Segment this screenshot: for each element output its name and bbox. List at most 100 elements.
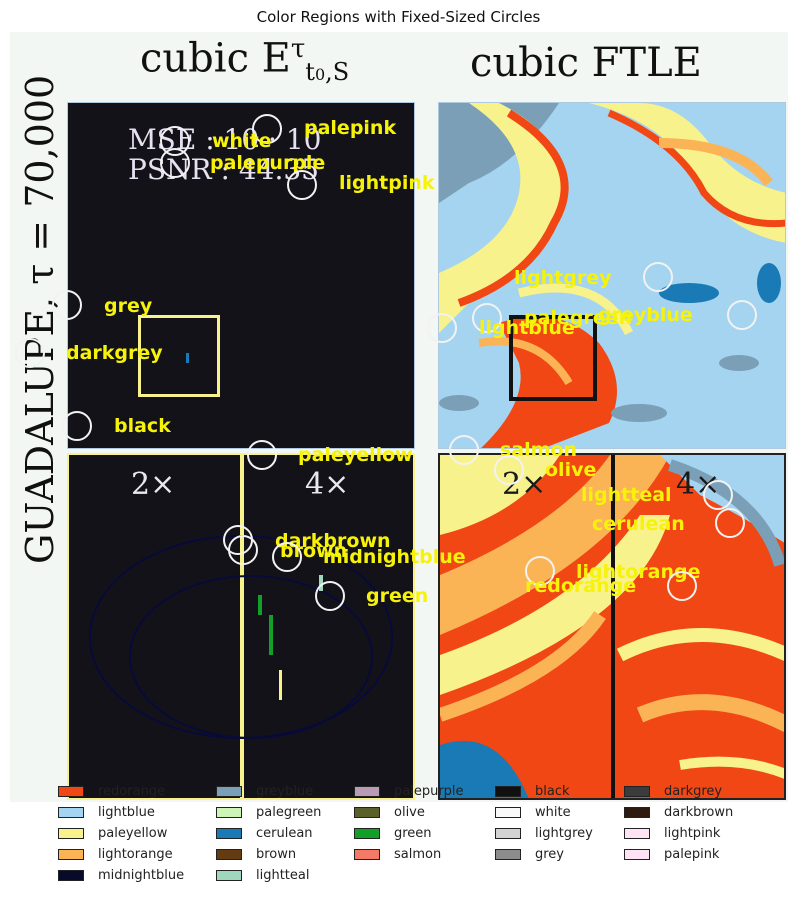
label-palepink: palepink [304, 117, 397, 139]
legend-swatch [624, 849, 650, 860]
legend-swatch [58, 849, 84, 860]
legend-label: lightorange [98, 847, 173, 862]
legend-swatch [495, 849, 521, 860]
label-paleyellow: paleyellow [298, 444, 413, 466]
legend-swatch [58, 786, 84, 797]
legend-swatch [624, 786, 650, 797]
label-black: black [114, 415, 171, 437]
legend-swatch [354, 807, 380, 818]
legend-swatch [216, 828, 242, 839]
legend-swatch [58, 807, 84, 818]
legend-swatch [216, 870, 242, 881]
circle-lightpink [287, 170, 317, 200]
legend-label: lightgrey [535, 826, 593, 841]
legend-swatch [216, 807, 242, 818]
label-lightblue: lightblue [479, 317, 575, 339]
legend-label: darkgrey [664, 784, 723, 799]
circle-midnightblue [272, 542, 302, 572]
legend-label: brown [256, 847, 297, 862]
legend-swatch [495, 828, 521, 839]
circle-green [315, 581, 345, 611]
label-grey: grey [104, 295, 153, 317]
label-olive: olive [545, 459, 597, 481]
circle-brown [228, 535, 258, 565]
zoom-2x-left: 2× [131, 467, 176, 502]
circle-lightblue [427, 313, 457, 343]
circle-paleyellow [247, 440, 277, 470]
circle-black [62, 411, 92, 441]
circle-lightorange [525, 556, 555, 586]
legend-swatch [624, 807, 650, 818]
legend-swatch [354, 828, 380, 839]
legend-label: grey [535, 847, 565, 862]
legend-swatch [354, 786, 380, 797]
circle-palegreen [472, 303, 502, 333]
legend-label: cerulean [256, 826, 313, 841]
ftle-top [439, 103, 785, 448]
legend-label: redorange [98, 784, 166, 799]
legend-label: lightteal [256, 868, 310, 883]
green-streak-2 [269, 615, 273, 655]
streak [186, 353, 189, 363]
heading-left: cubic Eτt0,S [140, 34, 349, 86]
legend-swatch [58, 870, 84, 881]
legend-swatch [624, 828, 650, 839]
circle-darkgrey [15, 338, 45, 368]
legend-label: olive [394, 805, 425, 820]
circle-palepink [252, 114, 282, 144]
heading-left-sub: t [305, 58, 315, 87]
vertical-label: GUADALUPE, τ = 70,000 [18, 74, 62, 564]
label-cerulean: cerulean [592, 513, 685, 535]
circle-palepurple [160, 148, 190, 178]
swirl-2 [129, 575, 373, 739]
legend-swatch [354, 849, 380, 860]
circle-redorange [667, 571, 697, 601]
legend-swatch [216, 786, 242, 797]
figure-title: Color Regions with Fixed-Sized Circles [256, 8, 541, 26]
legend-swatch [58, 828, 84, 839]
label-midnightblue: midnightblue [323, 546, 466, 568]
legend-label: white [535, 805, 571, 820]
legend-label: palepurple [394, 784, 464, 799]
figure-image: cubic Eτt0,S cubic FTLE GUADALUPE, τ = 7… [10, 32, 788, 802]
heading-right: cubic FTLE [470, 40, 702, 86]
heading-left-base: cubic E [140, 35, 291, 82]
heading-left-sub3: ,S [325, 58, 350, 87]
heading-left-sup: τ [290, 34, 306, 64]
legend-label: lightblue [98, 805, 155, 820]
label-greyblue: greyblue [598, 304, 693, 326]
legend-label: black [535, 784, 570, 799]
circle-salmon [449, 435, 479, 465]
zoom-4x-left: 4× [305, 467, 350, 502]
green-streak-4 [279, 670, 282, 700]
legend-swatch [495, 807, 521, 818]
legend: redorange lightblue paleyellow lightoran… [58, 784, 778, 884]
legend-swatch [216, 849, 242, 860]
label-white: white [212, 130, 272, 152]
circle-cerulean [715, 508, 745, 538]
label-lightpink: lightpink [339, 172, 435, 194]
legend-label: greyblue [256, 784, 314, 799]
label-green: green [366, 585, 429, 607]
panel-bottom-left: 2× 4× [67, 453, 415, 800]
label-salmon: salmon [500, 439, 578, 461]
legend-swatch [495, 786, 521, 797]
circle-lightgrey [643, 262, 673, 292]
label-palepurple: palepurple [210, 152, 326, 174]
label-palegreen: palegreen [524, 307, 633, 329]
label-darkbrown: darkbrown [275, 530, 391, 552]
legend-label: darkbrown [664, 805, 734, 820]
panel-top-right [438, 102, 786, 449]
circle-olive [494, 455, 524, 485]
heading-left-sub2: 0 [314, 65, 326, 85]
legend-label: green [394, 826, 432, 841]
label-lightgrey: lightgrey [514, 267, 612, 289]
legend-label: paleyellow [98, 826, 168, 841]
legend-label: midnightblue [98, 868, 185, 883]
ftle-bottom [440, 455, 784, 798]
legend-label: palegreen [256, 805, 322, 820]
legend-label: lightpink [664, 826, 721, 841]
zoom-box-left [138, 315, 220, 397]
circle-grey [52, 290, 82, 320]
green-streak-1 [258, 595, 262, 615]
